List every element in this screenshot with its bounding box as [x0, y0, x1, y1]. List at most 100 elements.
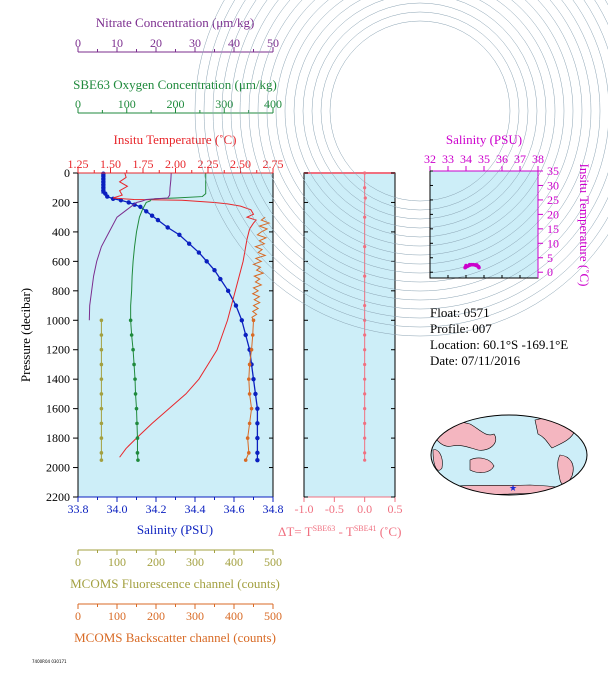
backscatter-sample-point	[247, 392, 252, 396]
delta-t-point	[363, 274, 367, 278]
ts-y-tick-label: 5	[547, 251, 553, 265]
ts-point	[477, 265, 481, 270]
ts-x-tick-label: 37	[514, 152, 526, 166]
fluorescence-sample-point	[99, 421, 104, 426]
oxygen-tick-label: 100	[118, 97, 136, 111]
ts-point	[475, 263, 479, 267]
globe-outline	[430, 414, 588, 496]
ts-y-tick-label: 25	[547, 193, 559, 207]
temperature-tick-label: 1.25	[68, 157, 89, 171]
fluorescence-sample-point	[99, 451, 104, 455]
backscatter-tick-label: 100	[108, 609, 126, 623]
density-contour	[230, 0, 608, 301]
fluorescence-tick-label: 300	[186, 555, 204, 569]
delta-t-point	[363, 196, 367, 200]
temperature-tick-label: 2.75	[263, 157, 284, 171]
salinity-tick-label: 34.0	[107, 502, 128, 516]
backscatter-sample-point	[247, 377, 251, 381]
ts-points	[463, 262, 481, 270]
nitrate-tick-label: 30	[189, 36, 201, 50]
delta-t-point	[363, 451, 367, 455]
salinity-tick-label: 34.8	[263, 502, 284, 516]
fluorescence-axis: 0 100 200 300 400 500	[75, 549, 282, 569]
salinity-sample-point	[243, 332, 248, 338]
salinity-tick-label: 33.8	[68, 502, 89, 516]
ts-x-tick-label: 35	[478, 152, 490, 166]
footer-id: 7400R04 030171	[32, 659, 67, 664]
salinity-sample-point	[126, 200, 131, 205]
delta-t-series	[363, 171, 367, 462]
delta-t-point	[363, 245, 367, 249]
density-contour	[266, 0, 574, 265]
salinity-tick-label: 34.6	[224, 502, 245, 516]
backscatter-sample-point	[245, 436, 250, 440]
oxygen-sample-point	[129, 333, 134, 337]
temperature-tick-label: 2.25	[198, 157, 219, 171]
fluorescence-sample-point	[99, 392, 104, 396]
backscatter-tick-label: 0	[75, 609, 81, 623]
salinity-tick-label: 34.2	[146, 502, 167, 516]
density-contour	[311, 2, 529, 220]
density-contour	[239, 0, 601, 292]
density-contour	[329, 20, 511, 202]
fluorescence-tick-label: 400	[225, 555, 243, 569]
pressure-tick-label: 1200	[46, 343, 70, 357]
oxygen-sample-point	[132, 362, 136, 367]
pressure-tick-label: 1800	[46, 431, 70, 445]
ts-x-tick-label: 32	[424, 152, 436, 166]
density-contour	[284, 0, 556, 247]
backscatter-sample-point	[249, 406, 254, 411]
delta-t-point	[363, 436, 367, 440]
ts-y-tick-label: 15	[547, 222, 559, 236]
ts-y-tick-label: 0	[547, 265, 553, 279]
density-contour	[221, 0, 608, 310]
main-profile-series	[88, 171, 271, 463]
pressure-tick-label: 1600	[46, 402, 70, 416]
pressure-axis: 0 200 400 600 800 1000 1200 1400 1600 1800 2000 220…	[46, 166, 273, 504]
profile-date: Date: 07/11/2016	[430, 353, 521, 368]
temperature-tick-label: 2.50	[230, 157, 251, 171]
delta-t-point	[363, 362, 367, 367]
backscatter-sample-point	[247, 421, 252, 426]
fluorescence-sample-point	[99, 362, 104, 367]
salinity-surface-cluster	[101, 173, 106, 194]
salinity-sample-point	[251, 376, 256, 382]
oxygen-tick-label: 300	[215, 97, 233, 111]
pressure-tick-label: 200	[52, 195, 70, 209]
fluorescence-tick-label: 200	[147, 555, 165, 569]
delta-t-label-unit: (˚C)	[376, 524, 401, 539]
ts-temperature-axis-label: Insitu Temperature (˚C)	[577, 163, 592, 286]
fluorescence-tick-label: 500	[264, 555, 282, 569]
backscatter-profile-line	[251, 216, 271, 321]
float-location: Location: 60.1°S -169.1°E	[430, 337, 569, 352]
delta-t-label-sup1: SBE63	[313, 524, 336, 533]
oxygen-axis-label: SBE63 Oxygen Concentration (μm/kg)	[73, 77, 277, 92]
backscatter-axis-label: MCOMS Backscatter channel (counts)	[74, 630, 276, 645]
pressure-tick-label: 800	[52, 284, 70, 298]
salinity-sample-point	[186, 241, 192, 246]
land-africa	[432, 449, 443, 471]
density-contour	[194, 0, 608, 337]
backscatter-sample-point	[249, 347, 254, 352]
delta-t-label-part2: - T	[335, 524, 354, 539]
backscatter-sample-point	[247, 451, 251, 455]
salinity-axis: 33.8 34.0 34.2 34.4 34.6 34.8	[68, 496, 284, 516]
ts-salinity-axis-label: Salinity (PSU)	[446, 132, 522, 147]
pressure-tick-label: 400	[52, 225, 70, 239]
density-contour	[212, 0, 608, 319]
backscatter-sample-point	[250, 333, 255, 337]
delta-t-point	[363, 458, 367, 462]
salinity-sample-point	[253, 391, 258, 397]
backscatter-tick-label: 500	[264, 609, 282, 623]
backscatter-sample-point	[243, 458, 248, 462]
density-contour	[248, 0, 592, 283]
salinity-axis-label: Salinity (PSU)	[137, 522, 213, 537]
oxygen-sample-point	[135, 421, 139, 426]
fluorescence-sample-point	[99, 406, 104, 411]
backscatter-sample-point	[247, 362, 252, 367]
salinity-sample-point	[165, 225, 170, 230]
salinity-sample-point	[255, 406, 260, 411]
pressure-axis-label: Pressure (decibar)	[18, 288, 33, 382]
oxygen-tick-label: 200	[167, 97, 185, 111]
